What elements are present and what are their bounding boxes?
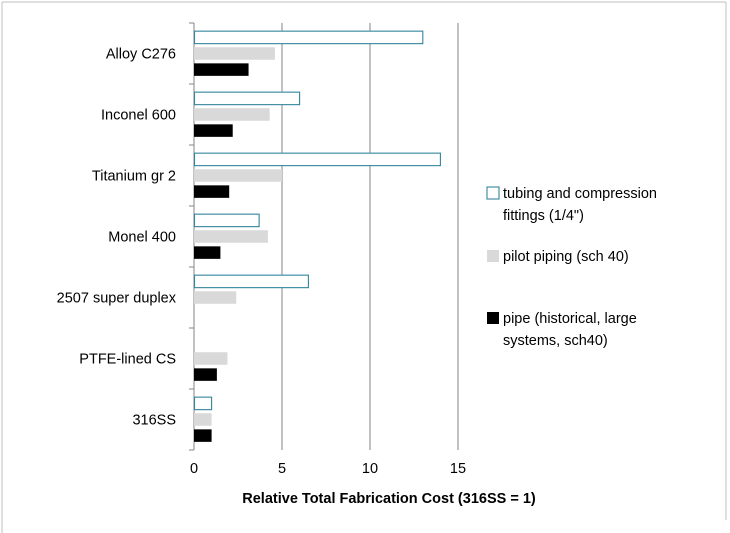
x-tick-label-10: 10 [362,461,378,477]
bar-pipe [194,124,233,137]
grid-lines [281,23,459,450]
bars [193,30,441,442]
bar-pilot-piping [194,352,228,365]
legend-label-line1: tubing and compression [503,186,657,202]
bar-pipe [194,368,217,381]
legend-swatch-2 [487,312,499,324]
x-axis-title: Relative Total Fabrication Cost (316SS =… [242,491,536,507]
bar-tubing [193,91,301,106]
category-label: 2507 super duplex [57,291,177,307]
legend-label-line2: systems, sch40) [503,333,608,349]
category-label: Inconel 600 [101,108,176,124]
category-label: Monel 400 [108,230,176,246]
legend: tubing and compression fittings (1/4") pil… [486,186,657,349]
bar-pipe [194,185,230,198]
bar-pipe [194,63,249,76]
legend-label-line1: pilot piping (sch 40) [503,249,629,265]
labels: 0 5 10 15 Alloy C276 Inconel 600 Titanium gr 2… [57,47,466,478]
x-tick-label-0: 0 [190,461,198,477]
bar-pilot-piping [194,169,282,182]
bar-tubing [193,274,309,289]
bar-pilot-piping [194,413,212,426]
category-label: PTFE-lined CS [79,352,176,368]
legend-label-line2: fittings (1/4") [503,208,584,224]
x-tick-label-15: 15 [450,461,466,477]
legend-swatch-0 [486,186,500,200]
bar-pilot-piping [194,230,268,243]
category-label: Titanium gr 2 [92,169,176,185]
legend-label-line1: pipe (historical, large [503,311,637,327]
bar-pipe [194,429,212,442]
bar-tubing [193,213,260,228]
x-tick-label-5: 5 [278,461,286,477]
bar-tubing [193,152,441,167]
bar-pilot-piping [194,108,270,121]
bar-pilot-piping [194,291,237,304]
bar-pilot-piping [194,47,275,60]
axes [189,22,195,451]
bar-pipe [194,246,221,259]
bar-tubing [193,396,213,411]
bar-tubing [193,30,424,45]
category-label: Alloy C276 [106,47,176,63]
legend-swatch-1 [487,250,499,262]
category-label: 316SS [132,413,176,429]
